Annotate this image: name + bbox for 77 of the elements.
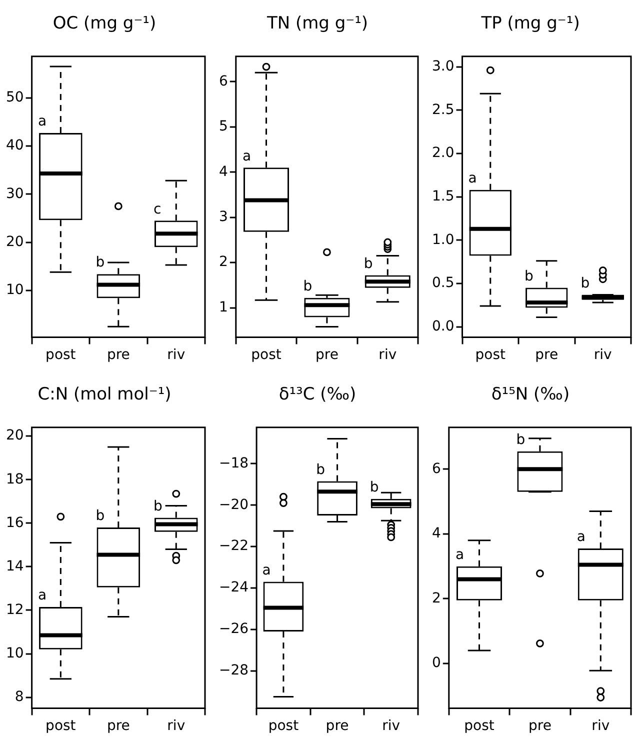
- y-tick-label: −18: [219, 455, 249, 472]
- x-tick-label: post: [475, 347, 506, 364]
- x-tick-label: pre: [528, 718, 552, 734]
- annotation: a: [242, 148, 252, 164]
- annotation: b: [370, 480, 379, 496]
- x-tick-label: riv: [167, 718, 186, 734]
- y-tick-label: 0.0: [432, 318, 454, 334]
- y-tick-label: 1.0: [432, 232, 454, 248]
- annotation: c: [153, 201, 162, 218]
- chart-title: C:N (mol mol⁻¹): [38, 384, 172, 405]
- y-tick-label: 0.5: [432, 275, 454, 292]
- x-tick-label: post: [464, 718, 495, 734]
- y-tick-label: 4: [218, 164, 228, 180]
- annotation: a: [38, 114, 47, 130]
- y-tick-label: 6: [218, 73, 228, 90]
- y-tick-label: 2: [218, 254, 228, 270]
- y-tick-label: 20: [6, 428, 24, 444]
- chart-title: δ¹⁵N (‰): [491, 384, 570, 405]
- y-tick-label: 6: [432, 460, 441, 477]
- x-tick-label: post: [268, 718, 300, 734]
- x-tick-label: post: [251, 347, 282, 364]
- annotation: b: [524, 268, 534, 284]
- annotation: b: [580, 275, 590, 292]
- y-tick-label: 16: [6, 514, 24, 531]
- x-tick-label: riv: [167, 347, 186, 364]
- annotation: b: [153, 498, 162, 514]
- chart-title: TN (mg g⁻¹): [266, 14, 368, 34]
- chart-title: TP (mg g⁻¹): [480, 14, 580, 34]
- y-tick-label: 2.0: [432, 145, 454, 162]
- x-tick-label: riv: [378, 347, 397, 364]
- x-tick-label: riv: [594, 347, 612, 364]
- annotation: a: [262, 562, 271, 578]
- x-tick-label: pre: [106, 347, 130, 364]
- y-tick-label: 1: [218, 299, 228, 316]
- y-tick-label: −22: [219, 538, 249, 554]
- y-tick-label: −20: [219, 496, 249, 513]
- chart-title: OC (mg g⁻¹): [52, 14, 156, 34]
- y-tick-label: −26: [219, 621, 249, 638]
- x-tick-label: pre: [315, 347, 338, 364]
- x-tick-label: post: [46, 718, 76, 734]
- annotation: a: [455, 546, 464, 563]
- y-tick-label: 3.0: [432, 58, 454, 74]
- y-tick-label: 20: [6, 234, 24, 250]
- y-tick-label: 30: [6, 186, 24, 202]
- annotation: a: [468, 170, 477, 187]
- annotation: b: [316, 462, 326, 478]
- y-tick-label: 0: [432, 655, 441, 672]
- y-tick-label: 1.5: [432, 188, 454, 204]
- annotation: b: [364, 256, 373, 272]
- x-tick-label: pre: [535, 347, 558, 364]
- y-tick-label: 12: [6, 602, 24, 618]
- annotation: b: [303, 278, 312, 294]
- annotation: a: [38, 588, 47, 604]
- annotation: b: [96, 254, 105, 271]
- chart-title: δ¹³C (‰): [278, 384, 356, 405]
- y-tick-label: 4: [432, 526, 441, 542]
- y-tick-label: 14: [6, 558, 24, 574]
- x-tick-label: pre: [106, 718, 130, 734]
- annotation: b: [516, 432, 526, 448]
- y-tick-label: −28: [219, 662, 249, 679]
- y-tick-label: 18: [6, 471, 24, 488]
- y-tick-label: 2: [432, 590, 441, 606]
- y-tick-label: 40: [6, 138, 24, 154]
- y-tick-label: 50: [6, 89, 24, 106]
- x-tick-label: riv: [592, 718, 610, 734]
- y-tick-label: −24: [219, 580, 249, 596]
- x-tick-label: riv: [382, 718, 400, 734]
- y-tick-label: 10: [6, 282, 24, 298]
- y-tick-label: 2.5: [432, 102, 454, 118]
- annotation: b: [96, 508, 105, 524]
- y-tick-label: 3: [218, 209, 228, 226]
- annotation: a: [576, 529, 586, 546]
- x-tick-label: post: [46, 347, 76, 364]
- y-tick-label: 10: [6, 645, 24, 662]
- y-tick-label: 8: [14, 688, 24, 705]
- x-tick-label: pre: [326, 718, 349, 734]
- y-tick-label: 5: [218, 118, 228, 135]
